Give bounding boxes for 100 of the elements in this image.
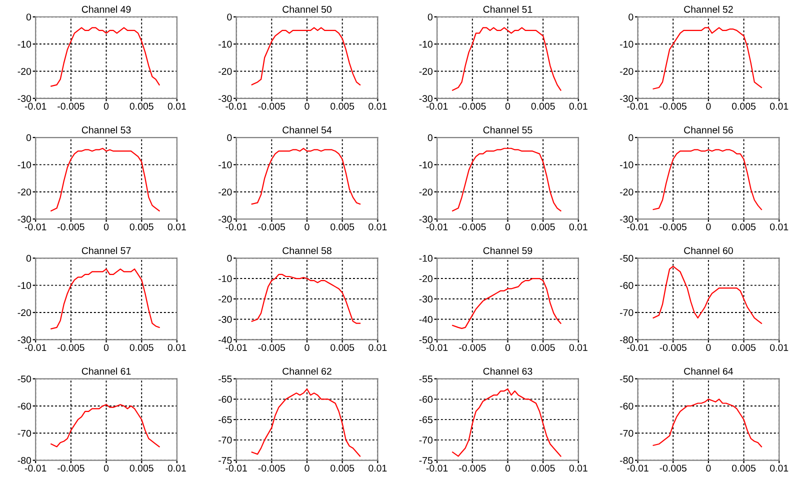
chart-title: Channel 50 [282,6,332,13]
y-tick-label: -30 [419,95,433,102]
x-tick-label: 0.01 [569,223,588,230]
y-tick-label: -70 [620,430,634,437]
chart-title: Channel 61 [82,368,131,375]
x-tick-label: 0.005 [330,344,354,351]
x-tick-label: 0.01 [368,464,387,472]
x-tick-label: -0.01 [627,223,648,230]
line-series [452,27,562,91]
x-tick-label: 0 [505,344,510,351]
chart-title: Channel 54 [282,126,332,134]
y-tick-label: -30 [218,216,232,223]
y-tick-label: -30 [18,95,32,102]
y-tick-label: -40 [419,316,433,323]
y-tick-label: -50 [18,376,32,382]
x-tick-label: 0.005 [732,344,756,351]
x-tick-label: -0.005 [258,464,286,472]
y-tick-label: -80 [620,457,634,464]
y-tick-label: -70 [620,309,634,316]
line-series [652,149,762,210]
x-tick-label: 0.01 [770,102,788,110]
y-tick-label: -30 [620,95,634,102]
x-tick-label: 0 [505,223,510,230]
x-tick-label: 0.005 [330,464,354,472]
y-tick-label: 0 [227,134,232,142]
y-tick-label: -80 [620,336,634,344]
y-tick-label: -30 [419,216,433,223]
x-tick-label: -0.005 [459,223,486,230]
y-tick-label: -60 [620,282,634,289]
line-series [50,268,160,330]
y-tick-label: -10 [419,161,433,168]
x-tick-label: 0 [304,102,310,110]
y-tick-label: -20 [419,188,433,196]
y-tick-label: -20 [419,275,433,282]
y-tick-label: -10 [419,40,433,48]
y-tick-label: -10 [419,254,433,262]
y-tick-label: -75 [218,457,232,464]
line-series [251,27,361,86]
x-tick-label: -0.01 [426,102,448,110]
y-tick-label: -30 [18,336,32,344]
y-tick-label: 0 [628,134,634,142]
y-tick-label: -75 [419,457,432,464]
x-tick-label: 0 [104,102,109,110]
y-tick-label: -20 [419,68,433,75]
line-series [652,266,762,324]
y-tick-label: -10 [620,161,634,168]
x-tick-label: -0.01 [226,223,247,230]
x-tick-label: 0.01 [368,223,387,230]
y-tick-label: -60 [18,402,32,410]
x-tick-label: 0 [304,464,310,472]
x-tick-label: -0.005 [459,102,486,110]
x-tick-label: -0.01 [24,223,46,230]
chart-title: Channel 58 [282,246,332,254]
y-tick-label: -10 [18,282,32,289]
x-tick-label: -0.005 [258,223,286,230]
x-tick-label: 0.005 [130,344,154,351]
x-tick-label: 0.01 [569,102,588,110]
line-series [50,404,160,448]
x-tick-label: -0.01 [426,223,448,230]
y-tick-label: -70 [18,430,32,437]
x-tick-label: -0.005 [660,223,686,230]
line-series [251,148,361,205]
x-tick-label: -0.01 [24,102,46,110]
y-tick-label: -10 [218,161,232,168]
x-tick-label: -0.01 [24,464,46,472]
x-tick-label: 0.01 [168,102,186,110]
x-tick-label: 0.005 [732,464,756,472]
y-tick-label: -20 [218,188,232,196]
x-tick-label: 0.005 [531,223,555,230]
y-tick-label: -10 [620,40,634,48]
x-tick-label: -0.005 [58,464,84,472]
x-tick-label: -0.01 [426,464,448,472]
x-tick-label: 0.01 [770,223,788,230]
y-tick-label: -30 [218,95,232,102]
chart-title: Channel 62 [282,368,332,375]
x-tick-label: -0.005 [58,102,84,110]
y-tick-label: -50 [620,254,634,262]
x-tick-label: 0.005 [130,223,154,230]
y-tick-label: 0 [227,14,232,20]
y-tick-label: -80 [18,457,32,464]
y-tick-label: -20 [18,68,32,75]
y-tick-label: -50 [419,336,433,344]
chart-title: Channel 49 [82,6,131,13]
x-tick-label: -0.005 [660,102,686,110]
y-tick-label: -60 [620,402,634,410]
x-tick-label: -0.005 [58,344,84,351]
y-tick-label: -55 [419,376,432,382]
chart-title: Channel 51 [483,6,532,13]
x-tick-label: 0 [104,344,109,351]
y-tick-label: -10 [218,40,232,48]
x-tick-label: 0 [706,102,711,110]
line-series [652,398,762,448]
y-tick-label: -55 [218,376,232,382]
x-tick-label: -0.01 [226,344,247,351]
line-series [50,148,160,212]
x-tick-label: 0 [304,223,310,230]
y-tick-label: 0 [428,14,433,20]
x-tick-label: -0.005 [660,464,686,472]
y-tick-label: -60 [218,396,232,403]
y-tick-label: -10 [18,161,32,168]
